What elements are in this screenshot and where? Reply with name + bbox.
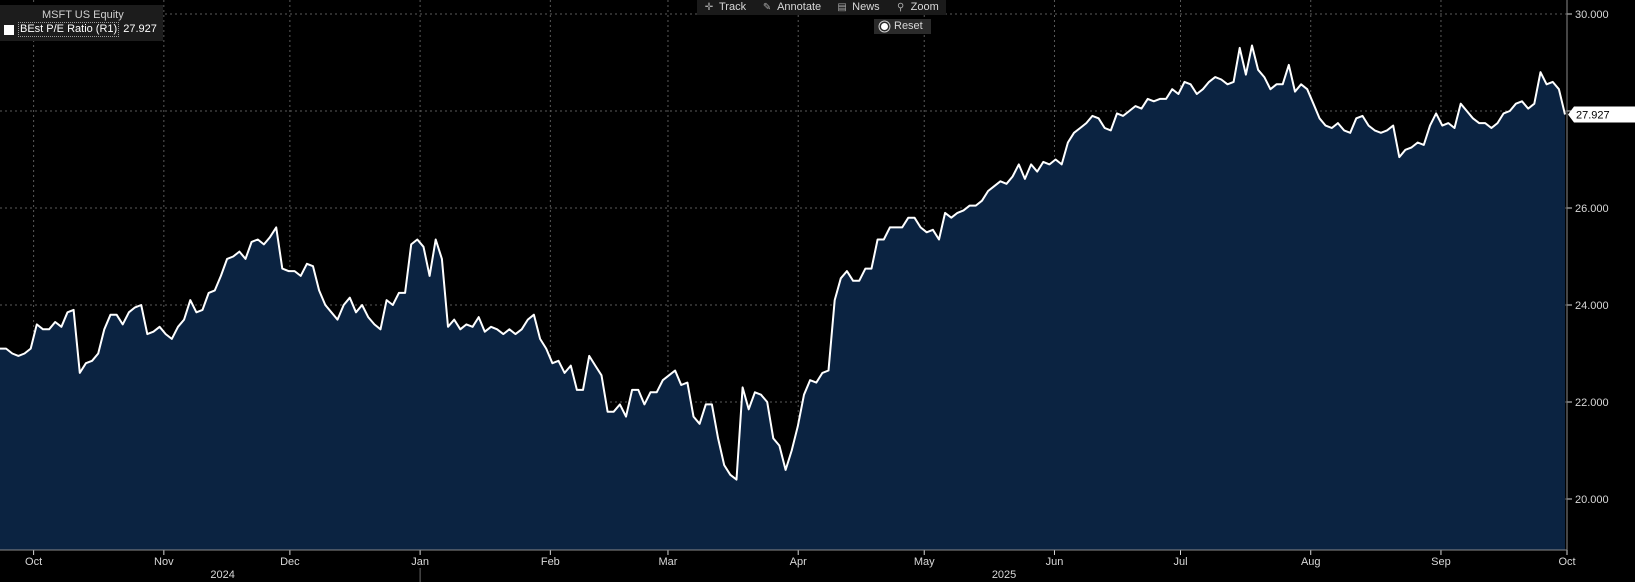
x-tick-label: Aug (1301, 556, 1321, 568)
legend-series-label[interactable]: BEst P/E Ratio (R1) (18, 22, 120, 37)
legend-last-value: 27.927 (123, 23, 157, 35)
zoom-button[interactable]: ⚲ Zoom (889, 0, 946, 15)
x-tick-label: Jul (1173, 556, 1187, 568)
magnifier-icon: ⚲ (896, 1, 905, 13)
last-value-marker-shape (1568, 106, 1635, 123)
x-tick-label: May (914, 556, 935, 568)
legend: MSFT US Equity BEst P/E Ratio (R1) 27.92… (0, 5, 163, 41)
x-tick-label: Sep (1431, 556, 1451, 568)
annotate-label: Annotate (777, 1, 822, 13)
last-value-marker: 27.927 (1568, 106, 1635, 123)
y-tick-label: 30.000 (1575, 9, 1609, 21)
legend-swatch-icon (4, 24, 14, 35)
pencil-icon: ✎ (762, 1, 772, 13)
x-tick-label: Jun (1046, 556, 1064, 568)
last-value-label: 27.927 (1576, 110, 1610, 122)
series-line (0, 44, 1566, 481)
reset-radio-icon (881, 22, 888, 30)
track-button[interactable]: ✛ Track (697, 0, 753, 15)
chart-toolbar: ✛ Track ✎ Annotate ▤ News ⚲ Zoom (697, 0, 946, 15)
news-label: News (852, 1, 880, 13)
zoom-label: Zoom (910, 1, 939, 13)
y-tick-label: 24.000 (1575, 300, 1609, 312)
reset-label: Reset (894, 20, 923, 32)
x-tick-label: Dec (280, 556, 300, 568)
year-label: 2025 (992, 569, 1016, 581)
year-label: 2024 (210, 569, 234, 581)
track-label: Track (719, 1, 747, 13)
x-tick-label: Jan (411, 556, 429, 568)
news-button[interactable]: ▤ News (830, 0, 887, 15)
y-tick-label: 20.000 (1575, 494, 1609, 506)
x-tick-label: Apr (790, 556, 807, 568)
x-tick-label: Oct (25, 556, 42, 568)
legend-series-row[interactable]: BEst P/E Ratio (R1) 27.927 (4, 22, 157, 37)
series-area (0, 45, 1565, 550)
reset-button[interactable]: Reset (874, 19, 931, 34)
x-tick-label: Mar (658, 556, 677, 568)
annotate-button[interactable]: ✎ Annotate (755, 0, 828, 15)
x-tick-label: Oct (1558, 556, 1575, 568)
legend-security-title: MSFT US Equity (42, 9, 124, 21)
x-tick-label: Nov (154, 556, 174, 568)
crosshair-icon: ✛ (704, 1, 714, 13)
y-tick-label: 26.000 (1575, 203, 1609, 215)
y-tick-label: 22.000 (1575, 397, 1609, 409)
news-icon: ▤ (837, 1, 847, 13)
x-tick-label: Feb (541, 556, 560, 568)
